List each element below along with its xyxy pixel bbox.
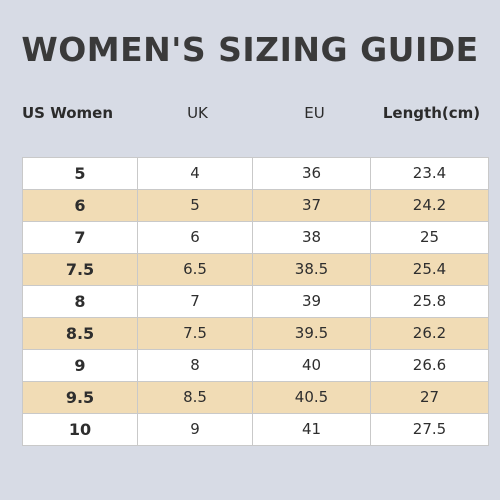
us-size-cell: 8	[23, 286, 138, 318]
us-size-cell: 5	[23, 158, 138, 190]
eu-size-cell: 41	[253, 414, 371, 446]
length-cell: 23.4	[371, 158, 489, 190]
eu-size-cell: 38.5	[253, 254, 371, 286]
us-size-cell: 9	[23, 350, 138, 382]
eu-size-cell: 37	[253, 190, 371, 222]
uk-size-cell: 5	[138, 190, 253, 222]
length-cell: 27	[371, 382, 489, 414]
page-title: WOMEN'S SIZING GUIDE	[21, 30, 479, 69]
table-row: 6 5 37 24.2	[23, 190, 489, 222]
uk-size-cell: 8.5	[138, 382, 253, 414]
uk-size-cell: 8	[138, 350, 253, 382]
table-row: 7.5 6.5 38.5 25.4	[23, 254, 489, 286]
eu-size-cell: 38	[253, 222, 371, 254]
length-cell: 24.2	[371, 190, 489, 222]
length-cell: 26.6	[371, 350, 489, 382]
length-cell: 25.8	[371, 286, 489, 318]
table-row: 8 7 39 25.8	[23, 286, 489, 318]
table-row: 5 4 36 23.4	[23, 158, 489, 190]
us-size-cell: 6	[23, 190, 138, 222]
eu-size-cell: 39	[253, 286, 371, 318]
column-header-uk: UK	[187, 104, 208, 122]
uk-size-cell: 6	[138, 222, 253, 254]
sizing-table: 5 4 36 23.4 6 5 37 24.2 7 6 38 25 7.5 6.…	[22, 157, 489, 446]
length-cell: 26.2	[371, 318, 489, 350]
column-header-eu: EU	[304, 104, 325, 122]
table-row: 10 9 41 27.5	[23, 414, 489, 446]
uk-size-cell: 4	[138, 158, 253, 190]
table-row: 9.5 8.5 40.5 27	[23, 382, 489, 414]
us-size-cell: 9.5	[23, 382, 138, 414]
eu-size-cell: 36	[253, 158, 371, 190]
us-size-cell: 8.5	[23, 318, 138, 350]
uk-size-cell: 6.5	[138, 254, 253, 286]
table-header: US Women UK EU Length(cm)	[22, 104, 490, 128]
column-header-us-women: US Women	[22, 104, 114, 122]
length-cell: 25.4	[371, 254, 489, 286]
table-row: 8.5 7.5 39.5 26.2	[23, 318, 489, 350]
us-size-cell: 7.5	[23, 254, 138, 286]
table-row: 9 8 40 26.6	[23, 350, 489, 382]
table-row: 7 6 38 25	[23, 222, 489, 254]
uk-size-cell: 7.5	[138, 318, 253, 350]
uk-size-cell: 9	[138, 414, 253, 446]
length-cell: 27.5	[371, 414, 489, 446]
us-size-cell: 7	[23, 222, 138, 254]
eu-size-cell: 40	[253, 350, 371, 382]
length-cell: 25	[371, 222, 489, 254]
eu-size-cell: 40.5	[253, 382, 371, 414]
column-header-length: Length(cm)	[382, 104, 481, 122]
uk-size-cell: 7	[138, 286, 253, 318]
eu-size-cell: 39.5	[253, 318, 371, 350]
us-size-cell: 10	[23, 414, 138, 446]
